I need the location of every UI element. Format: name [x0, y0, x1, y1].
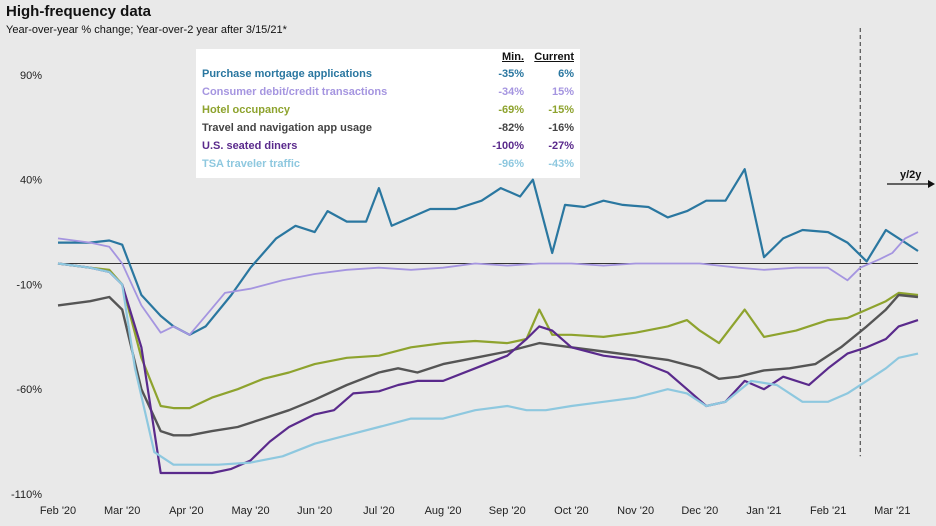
legend-row: Travel and navigation app usage -82% -16% — [200, 119, 576, 137]
chart-subtitle: Year-over-year % change; Year-over-2 yea… — [6, 24, 287, 36]
series-line-1 — [58, 168, 919, 336]
x-tick-label: Sep '20 — [489, 505, 526, 517]
legend-min-value: -100% — [492, 140, 524, 152]
x-tick-label: Jan '21 — [746, 505, 781, 517]
x-tick-label: Aug '20 — [425, 505, 462, 517]
legend-row: TSA traveler traffic -96% -43% — [200, 155, 576, 173]
min-header: Min. — [502, 51, 524, 63]
y2y-annotation: y/2y — [887, 169, 935, 188]
x-tick-label: Dec '20 — [681, 505, 718, 517]
y-tick-label: 90% — [20, 70, 42, 82]
x-tick-label: May '20 — [231, 505, 269, 517]
x-tick-label: Oct '20 — [554, 505, 589, 517]
legend-row: Purchase mortgage applications -35% 6% — [200, 65, 576, 83]
legend-label: Travel and navigation app usage — [202, 122, 372, 134]
x-tick-label: Jun '20 — [297, 505, 332, 517]
legend-min-value: -35% — [498, 68, 524, 80]
x-tick-label: Mar '21 — [874, 505, 910, 517]
legend-min-value: -96% — [498, 158, 524, 170]
legend-row: Consumer debit/credit transactions -34% 15… — [200, 83, 576, 101]
y2y-arrow-head — [928, 180, 935, 188]
series-line-5 — [57, 262, 919, 475]
series-lines — [57, 168, 919, 475]
y-tick-label: -10% — [16, 279, 42, 291]
current-header: Current — [534, 51, 574, 63]
series-line-2 — [57, 231, 919, 336]
y-tick-label: -110% — [11, 489, 42, 501]
legend-row: U.S. seated diners -100% -27% — [200, 137, 576, 155]
chart-title: High-frequency data — [6, 3, 152, 20]
legend-label: U.S. seated diners — [202, 140, 298, 152]
y-axis: 90% 40% -10% -60% -110% — [11, 70, 42, 501]
y-tick-label: 40% — [20, 175, 42, 187]
x-tick-label: Feb '21 — [810, 505, 846, 517]
legend-current-value: 15% — [551, 86, 574, 98]
legend-min-value: -69% — [498, 104, 524, 116]
x-tick-label: Nov '20 — [617, 505, 654, 517]
y2y-label: y/2y — [900, 169, 922, 181]
legend-current-value: -27% — [548, 140, 574, 152]
series-line-3 — [57, 262, 919, 410]
x-axis: Feb '20 Mar '20 Apr '20 May '20 Jun '20 Jul '… — [40, 505, 911, 517]
x-tick-label: Jul '20 — [363, 505, 394, 517]
x-tick-label: Apr '20 — [169, 505, 204, 517]
legend-label: Purchase mortgage applications — [202, 68, 372, 80]
series-line-6 — [57, 262, 919, 466]
legend-current-value: -15% — [548, 104, 574, 116]
legend-label: Hotel occupancy — [202, 104, 291, 116]
legend-current-value: -16% — [548, 122, 574, 134]
legend-table: Min. Current Purchase mortgage applicati… — [200, 49, 576, 173]
legend-min-value: -34% — [498, 86, 524, 98]
legend-min-value: -82% — [498, 122, 524, 134]
legend-current-value: -43% — [548, 158, 574, 170]
y-tick-label: -60% — [16, 384, 42, 396]
legend-current-value: 6% — [558, 68, 574, 80]
legend-box: Min. Current Purchase mortgage applicati… — [196, 49, 580, 178]
series-line-4 — [57, 293, 919, 437]
x-tick-label: Mar '20 — [104, 505, 140, 517]
legend-label: TSA traveler traffic — [202, 158, 301, 170]
x-tick-label: Feb '20 — [40, 505, 76, 517]
legend-row: Hotel occupancy -69% -15% — [200, 101, 576, 119]
legend-label: Consumer debit/credit transactions — [202, 86, 388, 98]
